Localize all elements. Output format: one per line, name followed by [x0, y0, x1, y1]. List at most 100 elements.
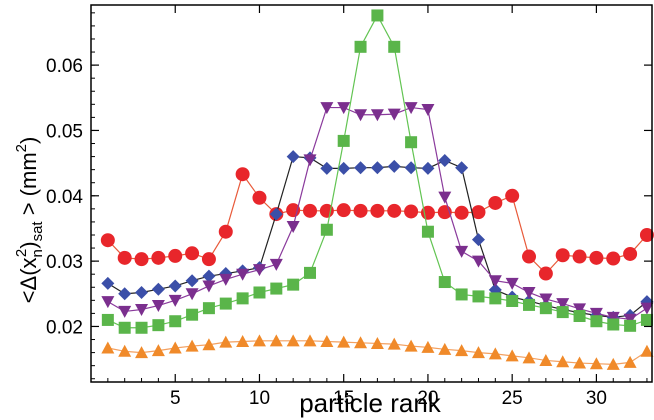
data-point — [387, 159, 401, 173]
data-point — [387, 337, 401, 350]
data-point — [370, 203, 385, 218]
data-point — [354, 336, 368, 349]
data-point — [370, 109, 384, 122]
data-point — [135, 303, 149, 316]
data-point — [118, 321, 131, 334]
data-point — [556, 306, 569, 319]
data-point — [118, 305, 132, 318]
data-point — [286, 334, 300, 347]
data-point — [253, 286, 266, 299]
data-point — [370, 336, 384, 349]
data-point — [506, 294, 519, 307]
data-point — [454, 205, 469, 220]
y-tick-label: 0.04 — [46, 187, 83, 208]
data-point — [101, 276, 115, 290]
data-point — [202, 338, 216, 351]
y-tick-label: 0.06 — [46, 56, 83, 77]
data-point — [219, 273, 233, 286]
data-point — [488, 347, 502, 360]
data-point — [353, 203, 368, 218]
data-point — [286, 150, 300, 164]
data-point — [455, 344, 469, 357]
x-axis-title: particle rank — [299, 388, 442, 418]
data-point — [623, 355, 637, 368]
data-point — [118, 287, 132, 301]
data-point — [539, 293, 553, 306]
data-point — [101, 313, 114, 326]
data-point — [336, 203, 351, 218]
data-point — [523, 298, 536, 311]
data-point — [151, 282, 165, 296]
data-point — [337, 102, 351, 115]
data-point — [185, 246, 200, 261]
data-point — [607, 318, 620, 331]
data-point — [135, 285, 149, 299]
data-point — [471, 233, 485, 247]
data-point — [539, 302, 552, 315]
data-point — [623, 246, 638, 261]
data-point — [639, 227, 654, 242]
data-point — [354, 161, 368, 175]
data-point — [624, 319, 637, 332]
data-point — [134, 252, 149, 267]
data-point — [522, 249, 537, 264]
data-point — [404, 339, 418, 352]
y-axis-title: <Δ(xn2)sat > (mm2) — [13, 137, 46, 304]
data-point — [573, 356, 587, 369]
data-point — [438, 342, 452, 355]
data-point — [488, 275, 502, 288]
x-tick-label: 5 — [170, 388, 181, 409]
x-tick-label: 20 — [417, 388, 438, 409]
data-point — [505, 188, 520, 203]
data-point — [337, 161, 351, 175]
data-point — [320, 223, 333, 236]
data-point — [117, 250, 132, 265]
data-point — [522, 351, 536, 364]
data-point — [640, 344, 654, 357]
data-point — [421, 340, 435, 353]
x-tick-label: 30 — [586, 388, 607, 409]
data-point — [168, 248, 183, 263]
data-point — [488, 195, 503, 210]
x-tick-label: 25 — [502, 388, 523, 409]
data-point — [489, 292, 502, 305]
data-point — [640, 313, 653, 326]
data-point — [405, 136, 418, 149]
data-point — [168, 279, 182, 293]
data-point — [371, 9, 384, 22]
data-point — [101, 296, 115, 309]
series-2 — [101, 102, 654, 326]
data-point — [589, 250, 604, 265]
data-point — [337, 335, 351, 348]
data-point — [202, 280, 216, 293]
data-point — [590, 315, 603, 328]
data-point — [354, 40, 367, 53]
data-point — [304, 266, 317, 279]
data-point — [337, 134, 350, 147]
data-point — [185, 274, 199, 288]
data-point — [151, 344, 165, 357]
data-point — [168, 294, 182, 307]
data-point — [471, 346, 485, 359]
data-point — [219, 297, 232, 310]
data-point — [269, 334, 283, 347]
series-0 — [100, 167, 654, 281]
data-point — [287, 278, 300, 291]
data-point — [320, 102, 334, 115]
data-point — [185, 288, 199, 301]
data-point — [135, 346, 149, 359]
data-point — [572, 249, 587, 264]
data-point — [269, 207, 283, 221]
data-point — [252, 190, 267, 205]
data-point — [169, 315, 182, 328]
data-point — [303, 203, 318, 218]
y-tick-label: 0.05 — [46, 121, 83, 142]
data-point — [303, 154, 317, 167]
data-point — [218, 224, 233, 239]
data-point — [252, 334, 266, 347]
data-point — [236, 268, 250, 281]
data-point — [455, 288, 468, 301]
data-point — [151, 300, 165, 313]
data-point — [404, 161, 418, 175]
